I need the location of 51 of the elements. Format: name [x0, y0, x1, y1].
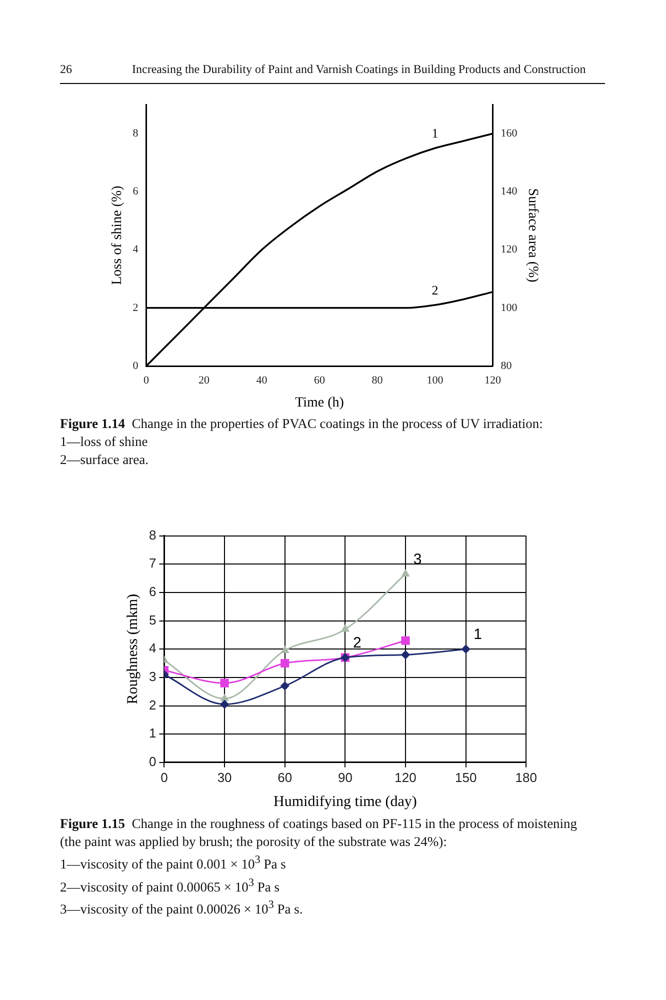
text: 2—viscosity of paint 0.00065 × 10$^{3}$ Pa s	[60, 876, 280, 896]
y-tick-label: 0	[148, 754, 156, 769]
y-tick-label: 2	[148, 697, 156, 712]
y2-tick-label: 140	[500, 186, 518, 198]
y-tick-label: 6	[148, 584, 156, 600]
annotation: 2	[353, 634, 362, 652]
y-tick-label: 2	[132, 302, 138, 314]
y-tick-label: 4	[132, 244, 139, 256]
annotation: 1	[432, 126, 438, 141]
x-axis-title: Humidifying time (day)	[274, 794, 417, 810]
annotation: 1	[474, 626, 482, 644]
y-tick-label: 3	[148, 669, 156, 684]
text: Increasing the Durability of Paint and Varnish Coatings in Building Products and Construction	[132, 62, 586, 77]
text: 26	[60, 62, 73, 77]
y-tick-label: 8	[148, 527, 156, 542]
text: 1—loss of shine	[60, 433, 149, 451]
text: Figure 1.14	[60, 416, 125, 431]
y-tick-label: 0	[132, 360, 139, 372]
x-tick-label: 120	[394, 770, 416, 785]
x-tick-label: 40	[256, 374, 268, 386]
text: 1—viscosity of the paint 0.001 × 10$^{3}$ Pa s	[60, 853, 287, 874]
y-tick-label: 4	[148, 640, 156, 656]
y-tick-label: 5	[148, 612, 156, 628]
x-tick-label: 90	[338, 770, 352, 785]
y2-tick-label: 80	[500, 360, 512, 372]
y-axis-title: Loss of shine (%)	[110, 185, 126, 285]
x-tick-label: 150	[454, 770, 477, 785]
x-tick-label: 120	[484, 374, 502, 386]
y2-axis-title: Surface area (%)	[524, 188, 540, 283]
annotation: 2	[432, 282, 438, 298]
y2-tick-label: 120	[500, 244, 518, 256]
y2-tick-label: 100	[500, 302, 518, 314]
y-axis-title: Roughness (mkm)	[124, 594, 141, 704]
y-tick-label: 7	[148, 556, 156, 571]
x-tick-label: 80	[372, 374, 384, 386]
x-tick-label: 180	[515, 770, 538, 785]
text: 2—surface area.	[60, 451, 150, 469]
y-tick-label: 8	[132, 128, 139, 140]
x-tick-label: 100	[426, 374, 444, 386]
y-tick-label: 1	[148, 726, 156, 741]
text: Change in the properties of PVAC coatings in the process of UV irradiation:	[132, 416, 543, 431]
y2-tick-label: 160	[500, 128, 518, 140]
y-tick-label: 6	[132, 186, 139, 198]
x-tick-label: 60	[278, 770, 292, 785]
x-tick-label: 0	[160, 770, 168, 785]
x-tick-label: 30	[217, 770, 232, 785]
text: 3—viscosity of the paint 0.00026 × 10$^{3}$ Pa s.	[60, 898, 304, 918]
x-axis-title: Time (h)	[295, 395, 344, 410]
x-tick-label: 20	[198, 374, 210, 386]
text: Figure 1.15	[60, 816, 125, 831]
x-tick-label: 60	[314, 374, 326, 386]
